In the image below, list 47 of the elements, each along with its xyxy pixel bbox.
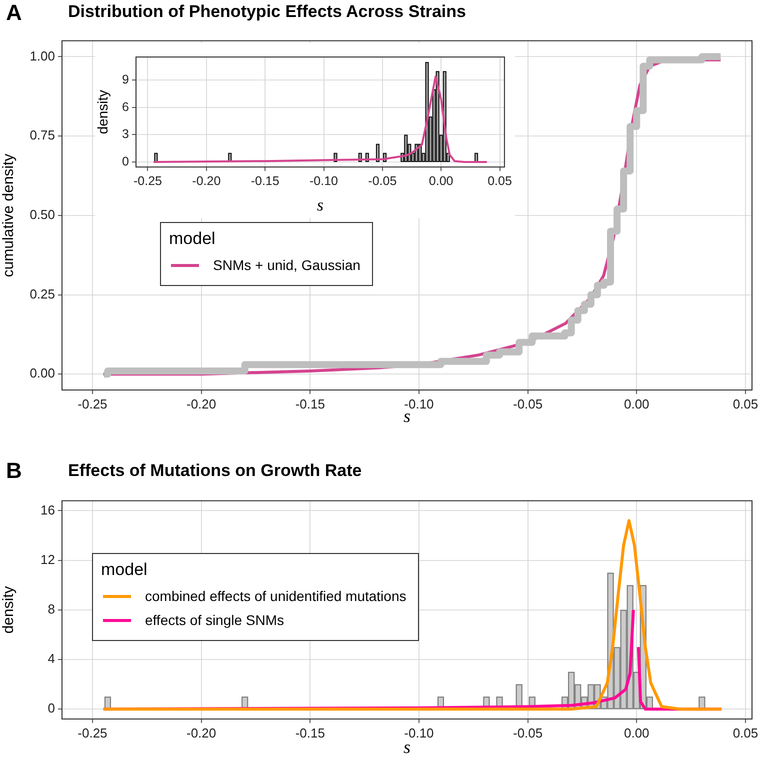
x-tick-label: -0.05 bbox=[512, 396, 543, 412]
legend-label: effects of single SNMs bbox=[145, 612, 284, 628]
y-tick-label: 0 bbox=[122, 154, 130, 168]
text: A bbox=[6, 0, 22, 26]
y-tick-label: 8 bbox=[48, 601, 55, 616]
y-axis-title: cumulative density bbox=[0, 153, 18, 278]
y-tick-label: 0.50 bbox=[30, 206, 55, 222]
x-tick-label: -0.25 bbox=[78, 396, 108, 412]
x-tick-label: -0.15 bbox=[295, 396, 325, 412]
text: B bbox=[6, 458, 22, 484]
x-tick-label: 0.00 bbox=[624, 725, 650, 740]
x-tick-label: -0.05 bbox=[368, 174, 397, 188]
x-tick-label: 0.00 bbox=[428, 174, 454, 188]
y-tick-label: 0.00 bbox=[30, 366, 55, 381]
y-tick-label: 3 bbox=[122, 127, 130, 142]
x-tick-label: -0.20 bbox=[186, 725, 216, 740]
x-tick-label: 0.00 bbox=[624, 396, 650, 412]
legend-title: model bbox=[169, 229, 216, 249]
y-tick-label: 6 bbox=[122, 100, 130, 114]
x-axis-title: s bbox=[316, 195, 324, 214]
x-tick-label: -0.25 bbox=[133, 174, 162, 188]
x-tick-label: -0.15 bbox=[295, 725, 325, 740]
y-tick-label: 16 bbox=[40, 502, 55, 518]
x-tick-label: -0.25 bbox=[78, 725, 108, 740]
y-tick-label: 9 bbox=[122, 72, 130, 87]
x-tick-label: -0.10 bbox=[310, 174, 338, 188]
y-tick-label: 0.75 bbox=[30, 128, 55, 143]
x-tick-label: -0.10 bbox=[404, 396, 434, 412]
x-tick-label: -0.20 bbox=[192, 174, 221, 188]
y-tick-label: 12 bbox=[40, 552, 55, 567]
y-tick-label: 4 bbox=[48, 651, 55, 666]
legend-label: SNMs + unid, Gaussian bbox=[213, 257, 360, 273]
x-tick-label: 0.05 bbox=[488, 174, 512, 188]
y-tick-label: 0 bbox=[48, 700, 55, 716]
x-tick-label: -0.05 bbox=[512, 725, 543, 740]
chart-title: Effects of Mutations on Growth Rate bbox=[68, 461, 362, 481]
legend-label: combined effects of unidentified mutations bbox=[145, 588, 406, 604]
y-tick-label: 1.00 bbox=[30, 48, 55, 64]
x-tick-label: 0.05 bbox=[732, 396, 758, 412]
x-tick-label: 0.05 bbox=[732, 725, 758, 740]
x-tick-label: -0.15 bbox=[250, 174, 280, 188]
y-axis-title: density bbox=[94, 90, 110, 134]
y-axis-title: density bbox=[0, 586, 18, 634]
chart-title: Distribution of Phenotypic Effects Across Strains bbox=[68, 2, 466, 22]
legend-title: model bbox=[101, 560, 148, 580]
x-tick-label: -0.20 bbox=[186, 396, 216, 412]
y-tick-label: 0.25 bbox=[30, 286, 55, 302]
